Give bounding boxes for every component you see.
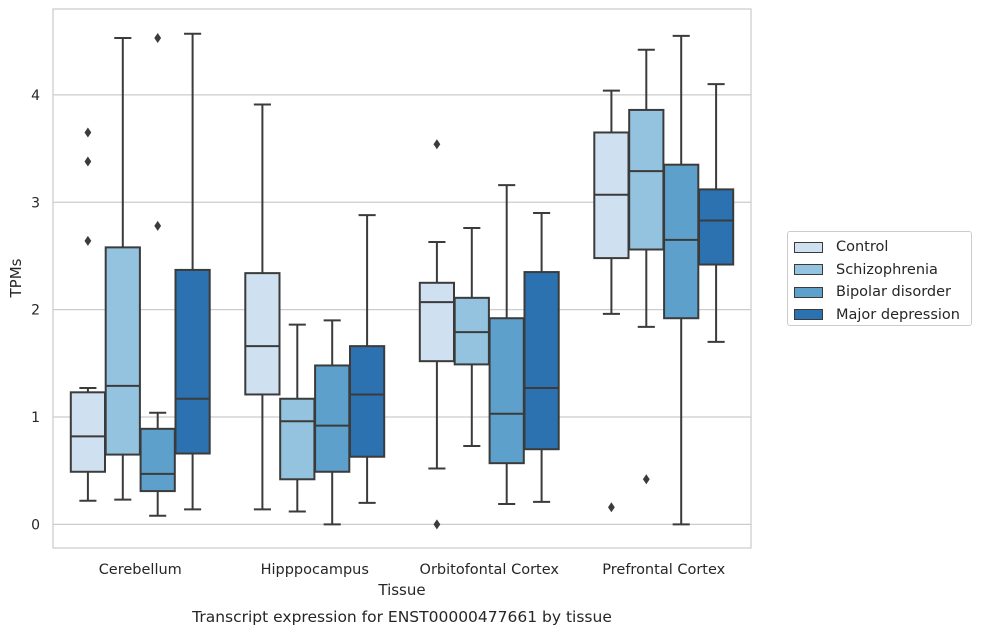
box-body [628,108,665,251]
box-major-depression [348,214,386,504]
y-tick-label: 0 [31,517,40,533]
box-body [244,272,281,396]
x-tick-label: Hipppocampus [261,562,369,578]
legend-swatch [794,264,823,276]
box-body [104,246,141,456]
box-schizophrenia [453,227,490,447]
legend-label: Control [836,239,889,256]
plot-frame [52,8,752,549]
outlier-marker [84,127,92,138]
x-tick-label: Cerebellum [99,562,182,578]
legend-label: Major depression [836,306,960,323]
box-schizophrenia [628,48,665,485]
legend-label: Bipolar disorder [836,284,951,301]
tick-labels: 0 1 2 3 4 Cerebellum Hipppocampus Orbitofontal … [31,88,726,578]
box-body [663,163,700,320]
box-body [488,317,525,465]
legend-item: Control [788,236,971,259]
outlier-marker [608,502,615,513]
boxes [69,32,735,530]
box-schizophrenia [279,323,316,513]
box-body [523,271,560,451]
x-tick-label: Orbitofontal Cortex [420,562,560,578]
y-tick-label: 4 [31,88,40,104]
outlier-marker [433,139,441,150]
legend-item: Bipolar disorder [788,281,971,304]
box-bipolar-disorder [488,184,525,505]
legend-item: Schizophrenia [788,259,971,282]
box-bipolar-disorder [139,32,176,517]
box-control [244,103,281,511]
box-body [69,391,107,473]
box-body [453,296,490,366]
y-tick-label: 2 [31,303,40,319]
outlier-marker [154,32,162,43]
y-axis-label: TPMs [7,258,25,298]
box-major-depression [523,212,560,503]
box-body [697,188,735,266]
box-body [279,397,316,481]
y-tick-label: 3 [31,195,40,211]
box-body [139,427,176,493]
box-bipolar-disorder [314,319,351,526]
legend-swatch [794,309,823,321]
chart-caption: Transcript expression for ENST0000047766… [191,608,612,626]
y-tick-label: 1 [31,410,40,426]
box-major-depression [697,83,735,343]
legend-item: Major depression [788,304,971,327]
outlier-marker [84,156,92,167]
box-body [174,268,211,455]
x-axis-label: Tissue [377,581,425,599]
legend: Control Schizophrenia Bipolar disorder Majo… [787,231,972,326]
box-control [69,127,107,502]
box-body [314,364,351,473]
box-body [418,281,456,363]
outlier-marker [154,220,162,231]
outlier-marker [84,235,92,246]
x-tick-label: Prefrontal Cortex [602,562,725,578]
box-bipolar-disorder [663,34,700,526]
outlier-marker [433,519,441,530]
outlier-marker [642,474,650,485]
legend-swatch [794,241,823,253]
box-schizophrenia [104,36,141,501]
box-control [418,139,456,530]
legend-label: Schizophrenia [836,261,938,278]
box-major-depression [174,32,211,511]
box-control [593,89,630,513]
legend-swatch [794,286,823,298]
box-body [348,345,386,458]
